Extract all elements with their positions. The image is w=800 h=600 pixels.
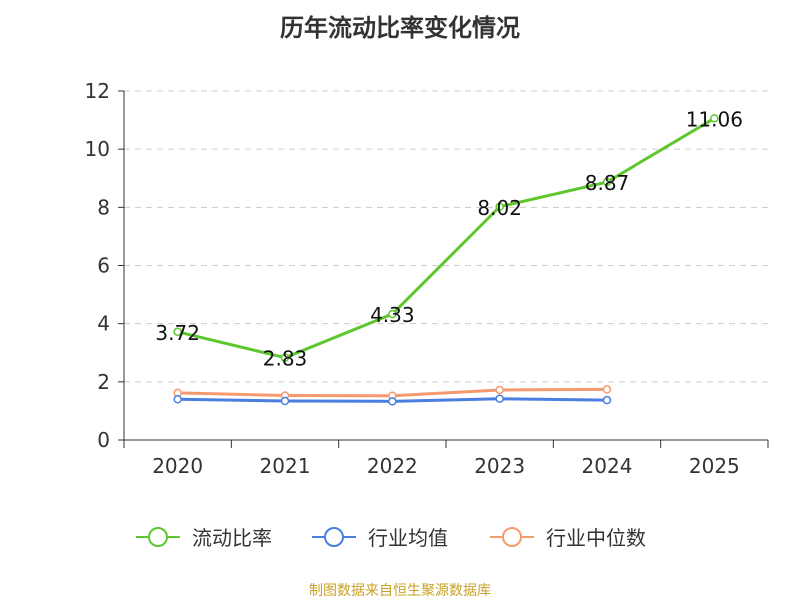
x-tick-label: 2024 [582,454,633,478]
data-point [280,353,290,362]
data-label: 8.02 [477,196,522,220]
x-tick-label: 2020 [152,454,203,478]
y-tick-label: 4 [97,312,110,336]
legend-label: 流动比率 [192,526,272,550]
data-label: 4.33 [370,303,415,327]
data-point [173,327,182,337]
y-tick-label: 6 [97,254,110,278]
data-label: 2.83 [263,347,308,371]
data-label: 11.06 [686,107,743,131]
data-point [495,385,504,395]
axes: 0 2 4 6 8 10 12 2020 2021 2022 2023 2024 2025 [85,79,769,478]
legend-marker [148,527,168,547]
data-point [280,396,290,406]
legend-marker [324,527,344,547]
grid-lines [124,90,768,383]
y-tick-label: 2 [97,370,110,394]
data-point [495,394,504,403]
data-point [388,309,397,319]
data-label: 8.87 [585,171,630,195]
y-tick-label: 8 [97,195,110,219]
series-lines [173,114,719,406]
series-line [177,117,716,360]
legend-label: 行业中位数 [546,526,646,550]
data-point [602,395,612,405]
chart-title: 历年流动比率变化情况 [280,14,520,42]
data-labels: 3.72 2.83 4.33 8.02 8.87 11.06 [155,107,743,370]
data-point [173,395,182,404]
data-label: 3.72 [155,321,200,345]
data-point [602,385,612,394]
x-tick-label: 2023 [474,454,525,478]
data-point [710,114,719,123]
x-tick-label: 2021 [260,454,311,478]
x-tick-label: 2022 [367,454,418,478]
data-point [602,177,612,187]
data-source-note: 制图数据来自恒生聚源数据库 [309,583,491,599]
y-tick-label: 10 [85,137,110,161]
legend-label: 行业均值 [368,526,448,550]
data-point [495,202,504,212]
y-tick-label: 0 [97,428,110,452]
x-tick-label: 2025 [689,454,740,478]
legend: 流动比率 行业均值 行业中位数 [136,526,646,550]
data-point [388,397,397,406]
legend-marker [502,527,522,547]
y-tick-label: 12 [85,79,110,103]
